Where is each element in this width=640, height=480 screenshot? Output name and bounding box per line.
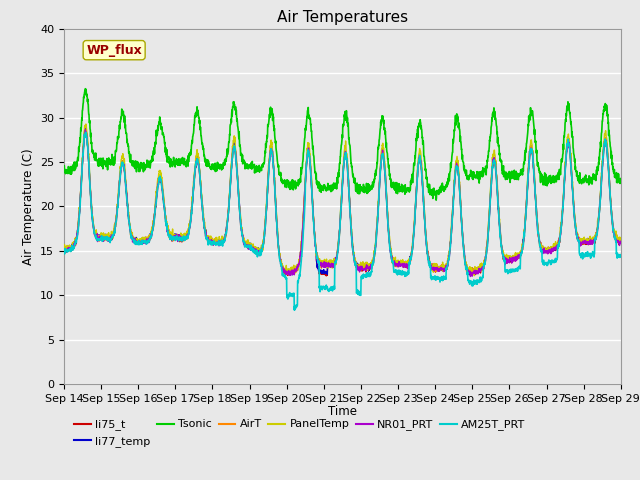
Y-axis label: Air Temperature (C): Air Temperature (C) (22, 148, 35, 264)
Legend: li75_t, li77_temp, Tsonic, AirT, PanelTemp, NR01_PRT, AM25T_PRT: li75_t, li77_temp, Tsonic, AirT, PanelTe… (70, 415, 530, 451)
Title: Air Temperatures: Air Temperatures (277, 10, 408, 25)
X-axis label: Time: Time (328, 405, 357, 418)
Text: WP_flux: WP_flux (86, 44, 142, 57)
